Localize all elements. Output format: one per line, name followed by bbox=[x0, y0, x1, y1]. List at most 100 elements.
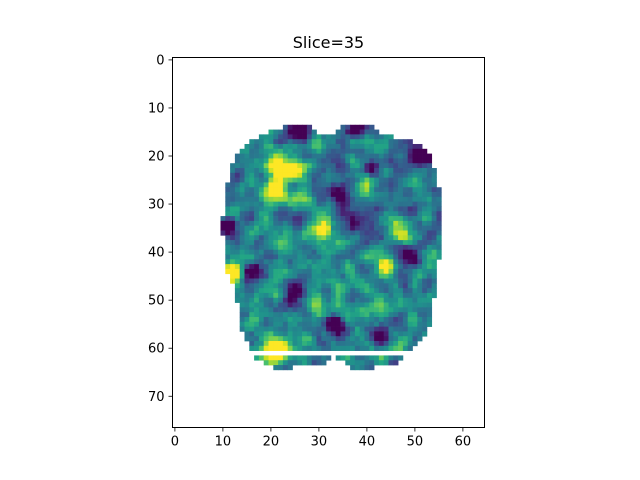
heatmap-cell bbox=[287, 240, 293, 246]
heatmap-cell bbox=[311, 312, 317, 318]
heatmap-cell bbox=[330, 292, 337, 299]
heatmap-cell bbox=[422, 283, 428, 289]
heatmap-cell bbox=[378, 345, 385, 351]
heatmap-cell bbox=[350, 331, 356, 337]
heatmap-cell bbox=[354, 230, 361, 236]
heatmap-cell bbox=[302, 216, 308, 222]
heatmap-cell bbox=[297, 268, 303, 275]
heatmap-cell bbox=[321, 283, 327, 289]
heatmap-cell bbox=[335, 336, 341, 342]
heatmap-cell bbox=[302, 312, 308, 318]
heatmap-cell bbox=[359, 206, 365, 212]
heatmap-cell bbox=[398, 321, 404, 327]
heatmap-cell bbox=[302, 302, 308, 308]
heatmap-cell bbox=[254, 148, 260, 154]
heatmap-cell bbox=[311, 268, 317, 275]
heatmap-cell bbox=[302, 196, 308, 203]
heatmap-cell bbox=[230, 230, 236, 236]
heatmap-cell bbox=[302, 124, 308, 130]
heatmap-cell bbox=[407, 153, 413, 159]
heatmap-cell bbox=[239, 192, 245, 198]
heatmap-cell bbox=[268, 211, 274, 217]
heatmap-cell bbox=[282, 336, 289, 342]
heatmap-cell bbox=[330, 168, 337, 174]
heatmap-cell bbox=[258, 345, 265, 351]
heatmap-cell bbox=[258, 297, 265, 303]
heatmap-cell bbox=[374, 134, 380, 140]
heatmap-cell bbox=[249, 216, 255, 222]
heatmap-cell bbox=[234, 288, 241, 294]
heatmap-cell bbox=[369, 273, 375, 279]
heatmap-cell bbox=[340, 249, 346, 255]
heatmap-cell bbox=[398, 312, 404, 318]
heatmap-cell bbox=[340, 148, 346, 154]
heatmap-cell bbox=[254, 273, 260, 279]
heatmap-cell bbox=[393, 341, 399, 347]
heatmap-cell bbox=[412, 201, 418, 207]
heatmap-cell bbox=[287, 124, 293, 130]
heatmap-cell bbox=[287, 249, 293, 255]
heatmap-cell bbox=[422, 172, 428, 178]
heatmap-cell bbox=[378, 187, 385, 193]
heatmap-cell bbox=[311, 220, 317, 227]
heatmap-cells bbox=[220, 124, 442, 371]
heatmap-cell bbox=[354, 278, 361, 284]
heatmap-cell bbox=[398, 220, 404, 227]
heatmap-cell bbox=[417, 225, 423, 231]
heatmap-cell bbox=[388, 196, 394, 203]
heatmap-cell bbox=[321, 244, 327, 251]
heatmap-cell bbox=[398, 307, 404, 313]
heatmap-cell bbox=[278, 345, 284, 351]
heatmap-cell bbox=[292, 244, 298, 251]
heatmap-cell bbox=[292, 312, 298, 318]
heatmap-cell bbox=[393, 336, 399, 342]
heatmap-cell bbox=[402, 158, 409, 164]
heatmap-cell bbox=[417, 206, 423, 212]
heatmap-cell bbox=[254, 312, 260, 318]
heatmap-cell bbox=[316, 326, 322, 332]
heatmap-cell bbox=[388, 283, 394, 289]
heatmap-cell bbox=[393, 153, 399, 159]
heatmap-cell bbox=[417, 254, 423, 260]
heatmap-cell bbox=[422, 312, 428, 318]
heatmap-cell bbox=[330, 220, 337, 227]
heatmap-cell bbox=[249, 244, 255, 251]
heatmap-cell bbox=[364, 182, 370, 188]
heatmap-cell bbox=[316, 177, 322, 183]
heatmap-cell bbox=[282, 345, 289, 351]
heatmap-cell bbox=[316, 235, 322, 241]
heatmap-cell bbox=[273, 336, 279, 342]
heatmap-cell bbox=[268, 288, 274, 294]
heatmap-cell bbox=[292, 297, 298, 303]
heatmap-cell bbox=[417, 326, 423, 332]
heatmap-cell bbox=[422, 158, 428, 164]
heatmap-cell bbox=[273, 192, 279, 198]
plot-frame bbox=[172, 57, 485, 428]
heatmap-cell bbox=[378, 244, 385, 251]
heatmap-cell bbox=[383, 278, 389, 284]
heatmap-cell bbox=[321, 355, 327, 361]
heatmap-cell bbox=[297, 297, 303, 303]
heatmap-cell bbox=[354, 240, 361, 246]
heatmap-cell bbox=[297, 177, 303, 183]
heatmap-cell bbox=[398, 192, 404, 198]
heatmap-cell bbox=[239, 235, 245, 241]
heatmap-cell bbox=[316, 225, 322, 231]
heatmap-cell bbox=[407, 268, 413, 275]
heatmap-cell bbox=[282, 244, 289, 251]
heatmap-cell bbox=[340, 244, 346, 251]
heatmap-cell bbox=[273, 316, 279, 323]
heatmap-cell bbox=[412, 172, 418, 178]
heatmap-cell bbox=[383, 341, 389, 347]
heatmap-cell bbox=[330, 158, 337, 164]
heatmap-cell bbox=[321, 230, 327, 236]
heatmap-cell bbox=[292, 249, 298, 255]
heatmap-cell bbox=[326, 331, 332, 337]
heatmap-cell bbox=[364, 316, 370, 323]
heatmap-cell bbox=[431, 206, 437, 212]
heatmap-cell bbox=[263, 172, 269, 178]
heatmap-cell bbox=[287, 297, 293, 303]
heatmap-cell bbox=[306, 355, 313, 361]
heatmap-cell bbox=[239, 216, 245, 222]
heatmap-cell bbox=[278, 196, 284, 203]
